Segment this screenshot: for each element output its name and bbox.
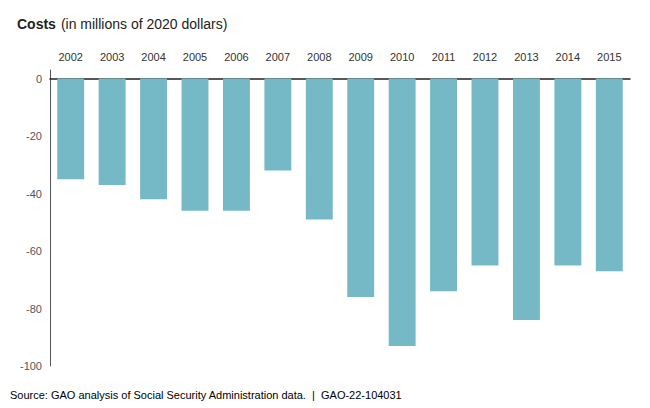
svg-text:2011: 2011	[432, 51, 456, 63]
svg-text:2012: 2012	[473, 51, 497, 63]
svg-text:2005: 2005	[183, 51, 207, 63]
svg-text:0: 0	[36, 73, 42, 85]
svg-text:(in millions of 2020 dollars): (in millions of 2020 dollars)	[61, 16, 228, 32]
svg-text:2002: 2002	[58, 51, 82, 63]
svg-text:-100: -100	[20, 360, 42, 372]
svg-text:-80: -80	[26, 303, 42, 315]
svg-text:Costs: Costs	[17, 16, 56, 32]
svg-text:2014: 2014	[556, 51, 580, 63]
svg-text:2010: 2010	[390, 51, 414, 63]
svg-text:2013: 2013	[514, 51, 538, 63]
svg-text:2015: 2015	[597, 51, 621, 63]
svg-text:-20: -20	[26, 130, 42, 142]
svg-text:2007: 2007	[266, 51, 290, 63]
svg-text:2004: 2004	[141, 51, 165, 63]
svg-text:-60: -60	[26, 245, 42, 257]
svg-text:2003: 2003	[100, 51, 124, 63]
svg-text:-40: -40	[26, 188, 42, 200]
svg-text:2008: 2008	[307, 51, 331, 63]
svg-text:2009: 2009	[348, 51, 372, 63]
svg-text:2006: 2006	[224, 51, 248, 63]
svg-text:Source: GAO analysis of Social: Source: GAO analysis of Social Security …	[10, 389, 402, 401]
